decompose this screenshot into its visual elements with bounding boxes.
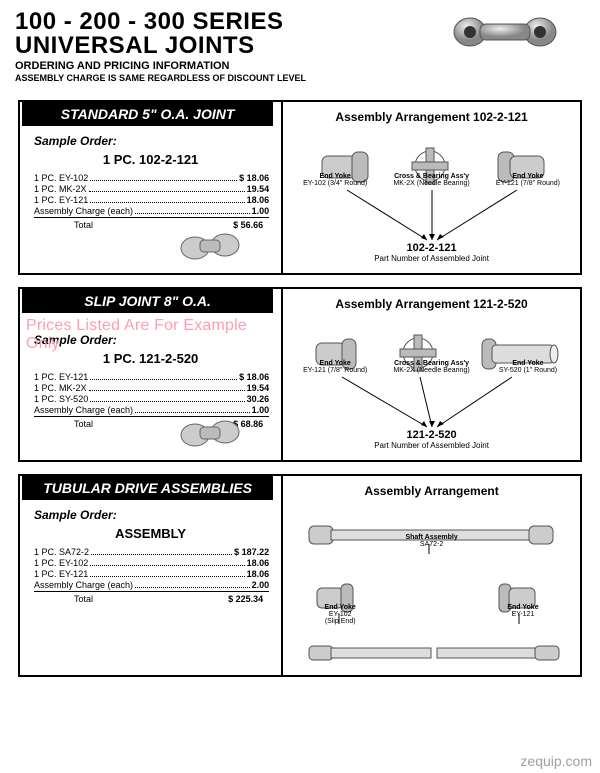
panel-slip-joint: Prices Listed Are For Example Only SLIP … [18,287,582,462]
panel-right: Assembly Arrangement 102-2-121 End YokeE… [283,102,580,273]
panels-container: STANDARD 5" O.A. JOINT Sample Order: 1 P… [0,100,600,677]
sample-order-label: Sample Order: [20,508,281,522]
order-lines: 1 PC. EY-102$ 18.06 1 PC. MK-2X19.54 1 P… [20,173,281,230]
order-row: 1 PC. EY-12118.06 [34,195,269,205]
subtitle-2: ASSEMBLY CHARGE IS SAME REGARDLESS OF DI… [15,73,585,83]
arrangement-title: Assembly Arrangement [289,484,574,498]
pc-line: 1 PC. 121-2-520 [20,351,281,366]
sample-order-label: Sample Order: [20,134,281,148]
order-lines: 1 PC. SA72-2$ 187.22 1 PC. EY-10218.06 1… [20,547,281,604]
order-row: 1 PC. SY-52030.26 [34,394,269,404]
subtitle-1: ORDERING AND PRICING INFORMATION [15,60,585,72]
panel-right: Assembly Arrangement 121-2-520 End YokeE… [283,289,580,460]
pc-line: 1 PC. 102-2-121 [20,152,281,167]
order-row: 1 PC. EY-10218.06 [34,558,269,568]
universal-joint-icon [450,8,560,59]
watermark-text: Prices Listed Are For Example Only [26,317,281,353]
order-row: 1 PC. SA72-2$ 187.22 [34,547,269,557]
section-bar: SLIP JOINT 8" O.A. [22,289,273,313]
order-row: 1 PC. MK-2X19.54 [34,184,269,194]
panel-left: TUBULAR DRIVE ASSEMBLIES Sample Order: A… [20,476,283,675]
section-bar: TUBULAR DRIVE ASSEMBLIES [22,476,273,500]
order-row: 1 PC. EY-102$ 18.06 [34,173,269,183]
arrangement-diagram [289,504,579,664]
section-bar: STANDARD 5" O.A. JOINT [22,102,273,126]
panel-standard-joint: STANDARD 5" O.A. JOINT Sample Order: 1 P… [18,100,582,275]
order-row: 1 PC. EY-12118.06 [34,569,269,579]
panel-left: Prices Listed Are For Example Only SLIP … [20,289,283,460]
panel-left: STANDARD 5" O.A. JOINT Sample Order: 1 P… [20,102,283,273]
panel-tubular-drive: TUBULAR DRIVE ASSEMBLIES Sample Order: A… [18,474,582,677]
order-row: Assembly Charge (each)1.00 [34,206,269,218]
arrangement-title: Assembly Arrangement 102-2-121 [289,110,574,124]
footer-brand: zequip.com [520,753,592,769]
joint-thumbnail-icon [175,223,245,271]
panel-right: Assembly Arrangement [283,476,580,675]
page-header: 100 - 200 - 300 SERIES UNIVERSAL JOINTS … [0,0,600,88]
pc-line: ASSEMBLY [20,526,281,541]
order-row: Assembly Charge (each)2.00 [34,580,269,592]
arrangement-title: Assembly Arrangement 121-2-520 [289,297,574,311]
order-row: 1 PC. MK-2X19.54 [34,383,269,393]
joint-thumbnail-icon [175,410,245,458]
order-total: Total$ 225.34 [34,594,269,604]
order-row: 1 PC. EY-121$ 18.06 [34,372,269,382]
